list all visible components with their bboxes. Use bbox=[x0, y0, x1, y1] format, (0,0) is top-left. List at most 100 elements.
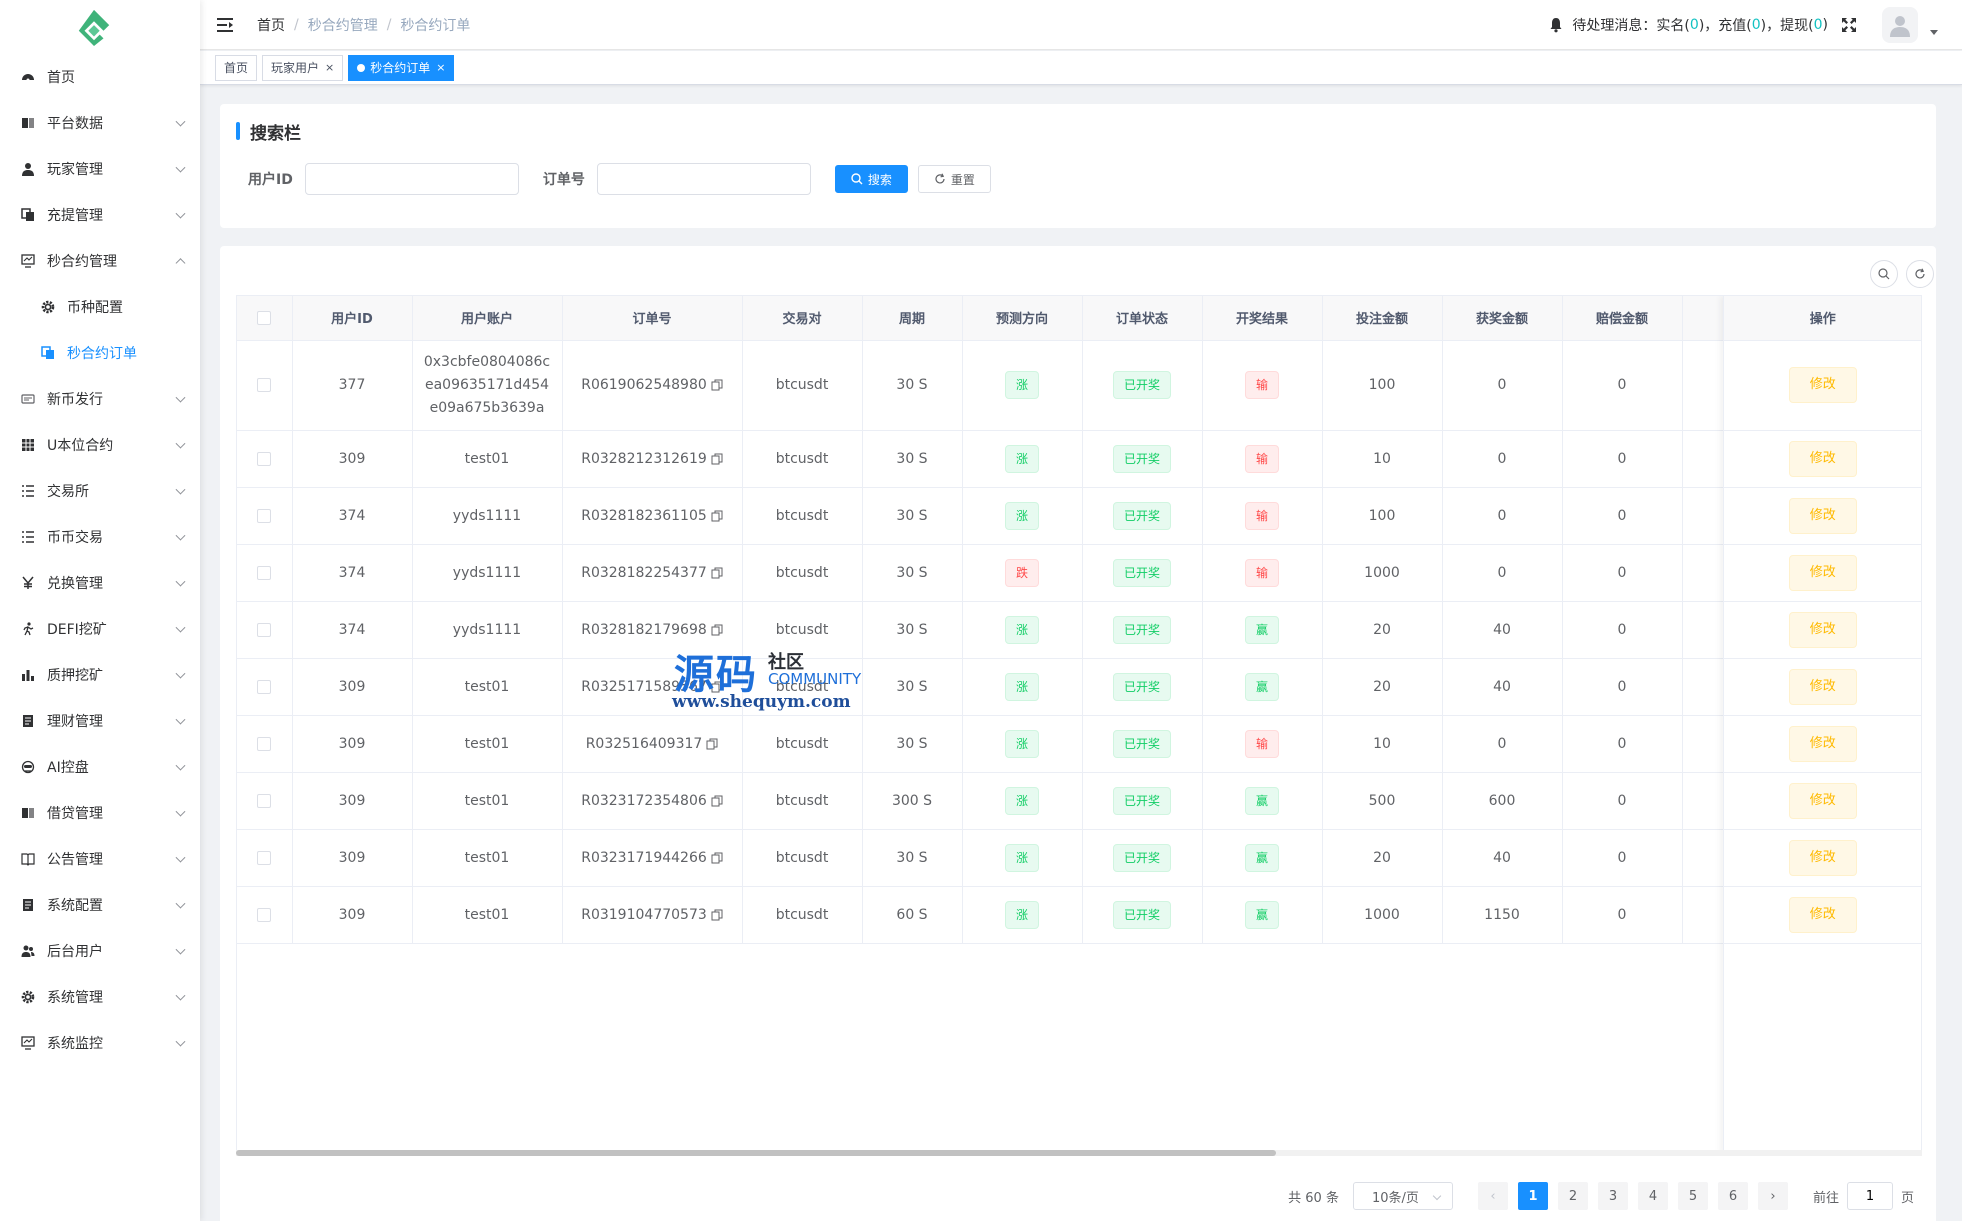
copy-icon[interactable] bbox=[706, 738, 718, 750]
sidebar-item[interactable]: 理财管理 bbox=[0, 698, 200, 744]
copy-icon[interactable] bbox=[711, 795, 723, 807]
sidebar-item[interactable]: 借贷管理 bbox=[0, 790, 200, 836]
edit-button[interactable]: 修改 bbox=[1788, 782, 1857, 819]
sidebar-item[interactable]: 平台数据 bbox=[0, 100, 200, 146]
page-number-button[interactable]: 3 bbox=[1597, 1182, 1628, 1210]
copy-icon[interactable] bbox=[711, 567, 723, 579]
sidebar-item[interactable]: 充提管理 bbox=[0, 192, 200, 238]
copy-icon[interactable] bbox=[711, 852, 723, 864]
copy-icon[interactable] bbox=[711, 510, 723, 522]
copy-icon[interactable] bbox=[711, 909, 723, 921]
sidebar-item[interactable]: 新币发行 bbox=[0, 376, 200, 422]
reset-button[interactable]: 重置 bbox=[917, 165, 991, 193]
sidebar-item-label: 系统监控 bbox=[47, 1036, 103, 1052]
copy-icon[interactable] bbox=[711, 624, 723, 636]
close-icon[interactable]: × bbox=[436, 60, 446, 74]
refresh-table-button[interactable] bbox=[1906, 260, 1934, 288]
fullscreen-icon[interactable] bbox=[1840, 16, 1858, 34]
sidebar-item[interactable]: 质押挖矿 bbox=[0, 652, 200, 698]
sidebar-item[interactable]: 系统监控 bbox=[0, 1020, 200, 1066]
row-checkbox[interactable] bbox=[257, 850, 272, 865]
horizontal-scrollbar[interactable] bbox=[236, 1150, 1922, 1156]
page-number-button[interactable]: 4 bbox=[1637, 1182, 1668, 1210]
toggle-search-button[interactable] bbox=[1870, 260, 1898, 288]
edit-button[interactable]: 修改 bbox=[1788, 554, 1857, 591]
logo[interactable] bbox=[0, 0, 200, 54]
realname-label[interactable]: 实名( bbox=[1656, 18, 1690, 34]
sidebar-item[interactable]: 秒合约管理 bbox=[0, 238, 200, 284]
sidebar-item[interactable]: 后台用户 bbox=[0, 928, 200, 974]
row-checkbox[interactable] bbox=[257, 378, 272, 392]
order-no-input[interactable] bbox=[596, 163, 811, 195]
edit-button[interactable]: 修改 bbox=[1788, 839, 1857, 876]
copy-icon[interactable] bbox=[711, 379, 723, 391]
table-row: 309 test01 R0319104770573 btcusdt 60 S 涨 已开奖 赢 1… bbox=[237, 886, 1803, 944]
row-checkbox[interactable] bbox=[257, 907, 272, 922]
page-number-button[interactable]: 1 bbox=[1517, 1182, 1548, 1210]
scrollbar-thumb[interactable] bbox=[236, 1150, 1276, 1156]
copy-icon[interactable] bbox=[711, 681, 723, 693]
copy-icon[interactable] bbox=[711, 453, 723, 465]
period-cell: 300 S bbox=[862, 772, 963, 830]
edit-button[interactable]: 修改 bbox=[1788, 611, 1857, 648]
breadcrumb-home[interactable]: 首页 bbox=[257, 17, 285, 34]
sidebar-item[interactable]: 币币交易 bbox=[0, 514, 200, 560]
edit-button[interactable]: 修改 bbox=[1788, 440, 1857, 477]
page-number-button[interactable]: 5 bbox=[1677, 1182, 1708, 1210]
sidebar-item[interactable]: 系统管理 bbox=[0, 974, 200, 1020]
account-cell: test01 bbox=[412, 886, 563, 944]
row-checkbox[interactable] bbox=[257, 793, 272, 808]
tag-item[interactable]: 首页 bbox=[215, 54, 258, 81]
withdraw-count[interactable]: 0 bbox=[1813, 17, 1823, 33]
close-icon[interactable]: × bbox=[325, 60, 335, 74]
edit-button[interactable]: 修改 bbox=[1788, 725, 1857, 762]
sidebar-item[interactable]: 交易所 bbox=[0, 468, 200, 514]
row-checkbox[interactable] bbox=[257, 622, 272, 637]
edit-button[interactable]: 修改 bbox=[1788, 497, 1857, 534]
edit-button[interactable]: 修改 bbox=[1788, 668, 1857, 705]
row-checkbox[interactable] bbox=[257, 565, 272, 580]
row-checkbox[interactable] bbox=[257, 679, 272, 694]
withdraw-label[interactable]: 提现( bbox=[1780, 18, 1814, 34]
row-checkbox[interactable] bbox=[257, 736, 272, 751]
tag-item[interactable]: 秒合约订单 × bbox=[348, 54, 455, 81]
sidebar-item[interactable]: AI控盘 bbox=[0, 744, 200, 790]
page-size-select[interactable]: 10条/页 bbox=[1352, 1182, 1453, 1210]
navbar: 首页 / 秒合约管理 / 秒合约订单 待处理消息： 实名(0)， 充值(0)， … bbox=[200, 0, 1962, 50]
column-header: 周期 bbox=[862, 296, 963, 341]
sidebar-item[interactable]: 兑换管理 bbox=[0, 560, 200, 606]
account-cell: test01 bbox=[412, 430, 563, 488]
bell-icon[interactable] bbox=[1548, 17, 1564, 33]
realname-count[interactable]: 0 bbox=[1689, 17, 1699, 33]
recharge-label[interactable]: 充值( bbox=[1718, 18, 1752, 34]
page-number-button[interactable]: 6 bbox=[1717, 1182, 1748, 1210]
next-page-button[interactable]: › bbox=[1757, 1182, 1788, 1210]
avatar[interactable] bbox=[1882, 7, 1918, 43]
row-checkbox[interactable] bbox=[257, 451, 272, 466]
tag-item[interactable]: 玩家用户 × bbox=[262, 54, 344, 81]
caret-down-icon[interactable] bbox=[1930, 29, 1938, 35]
edit-button[interactable]: 修改 bbox=[1788, 367, 1857, 403]
sidebar-item[interactable]: 秒合约订单 bbox=[0, 330, 200, 376]
page-number-button[interactable]: 2 bbox=[1557, 1182, 1588, 1210]
breadcrumb-seconds-contract[interactable]: 秒合约管理 bbox=[307, 17, 378, 34]
column-header: 用户ID bbox=[292, 296, 413, 341]
sidebar-item[interactable]: 公告管理 bbox=[0, 836, 200, 882]
search-button[interactable]: 搜索 bbox=[834, 165, 908, 193]
hamburger-icon[interactable] bbox=[217, 17, 233, 32]
edit-button[interactable]: 修改 bbox=[1788, 896, 1857, 933]
sidebar-item[interactable]: 首页 bbox=[0, 54, 200, 100]
goto-page-input[interactable] bbox=[1846, 1182, 1893, 1210]
sidebar-item-label: 秒合约订单 bbox=[67, 346, 137, 362]
status-cell: 已开奖 bbox=[1082, 715, 1203, 773]
sidebar-item[interactable]: U本位合约 bbox=[0, 422, 200, 468]
sidebar-item[interactable]: 币种配置 bbox=[0, 284, 200, 330]
sidebar-item[interactable]: 玩家管理 bbox=[0, 146, 200, 192]
prev-page-button[interactable]: ‹ bbox=[1477, 1182, 1508, 1210]
recharge-count[interactable]: 0 bbox=[1751, 17, 1761, 33]
select-all-checkbox[interactable] bbox=[257, 310, 272, 325]
sidebar-item[interactable]: 系统配置 bbox=[0, 882, 200, 928]
user-id-input[interactable] bbox=[304, 163, 519, 195]
sidebar-item[interactable]: DEFI挖矿 bbox=[0, 606, 200, 652]
row-checkbox[interactable] bbox=[257, 508, 272, 523]
